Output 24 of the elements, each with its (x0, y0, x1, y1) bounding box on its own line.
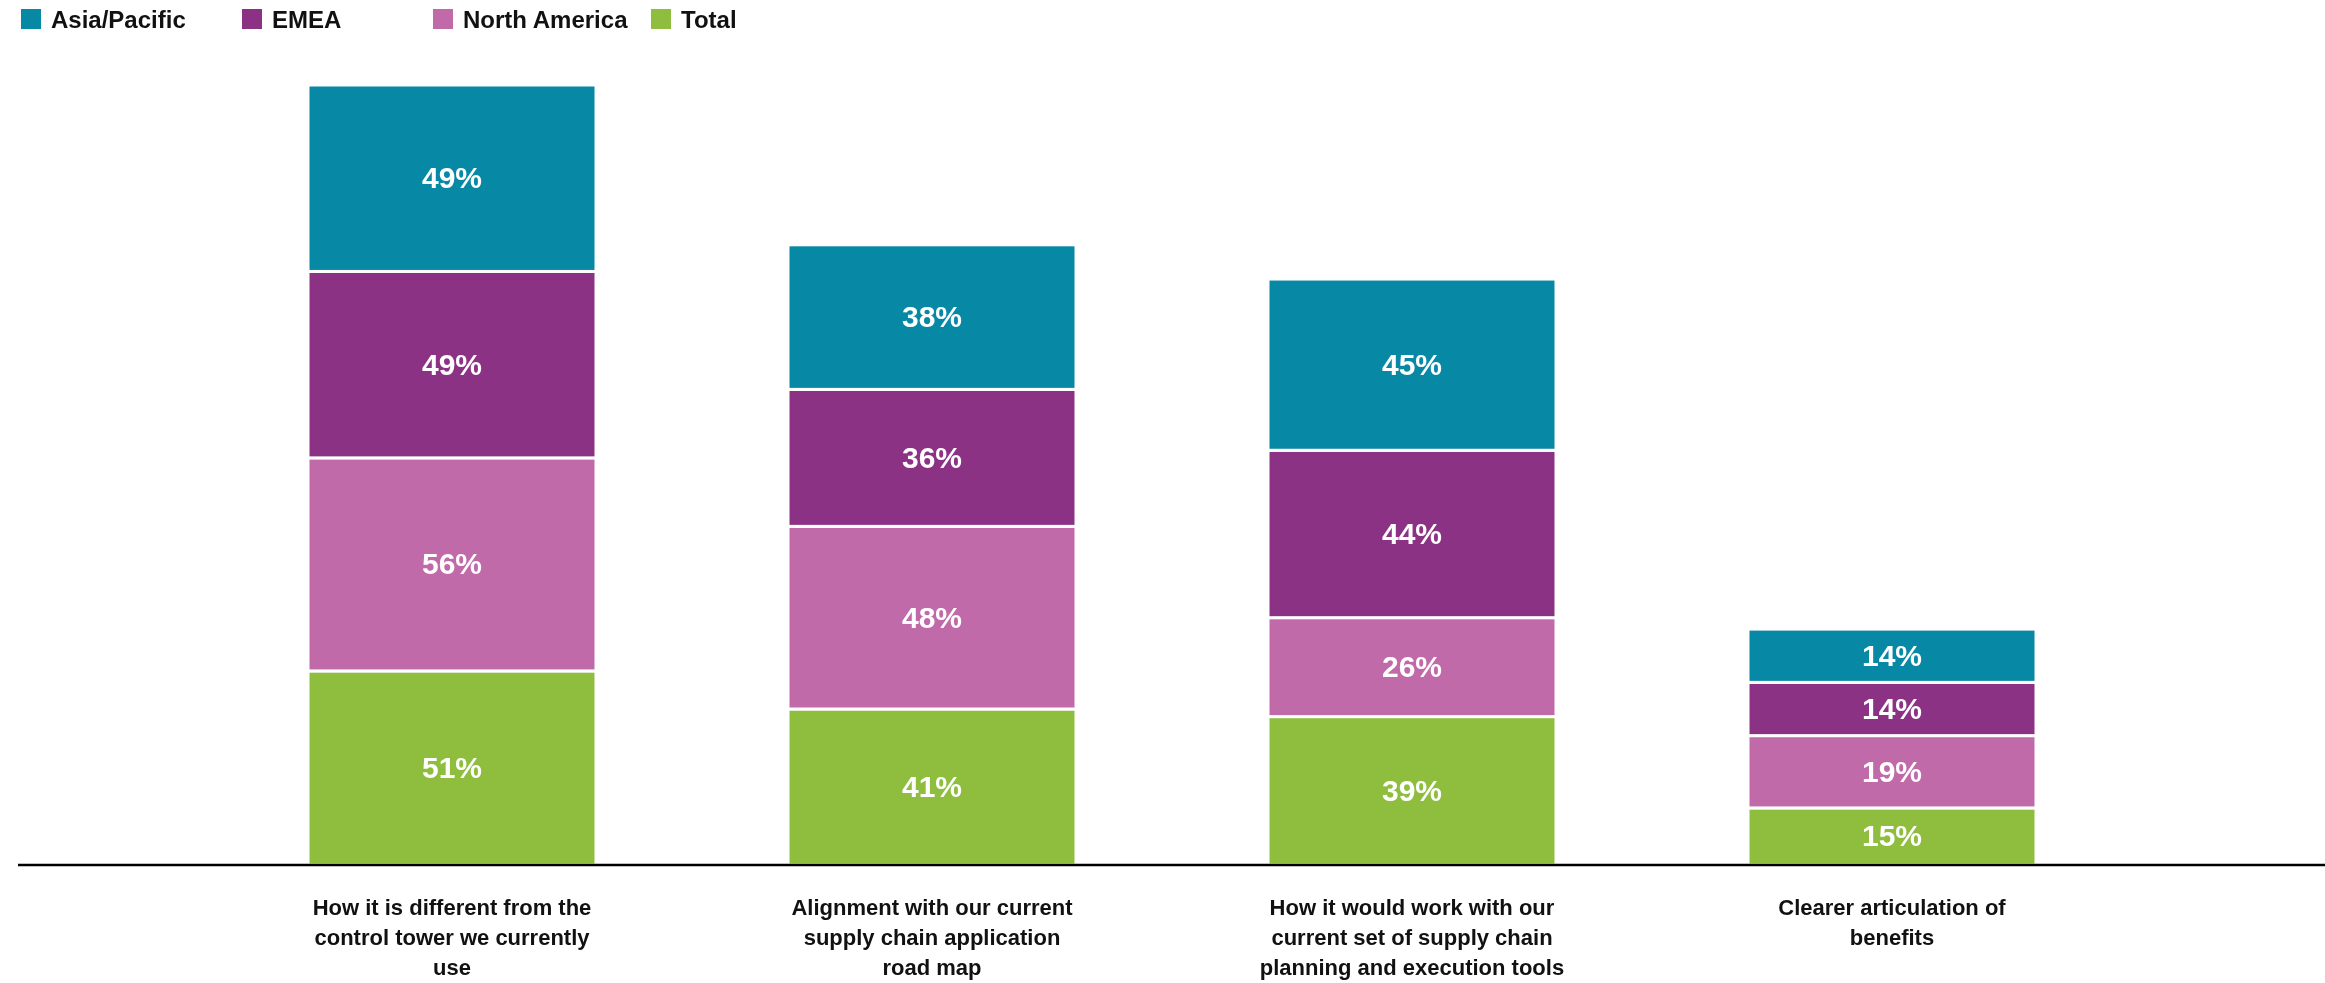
data-label: 15% (1861, 819, 1923, 853)
x-tick-label: How it is different from the control tower we currently use (312, 895, 592, 980)
data-label: 51% (421, 750, 483, 784)
data-label: 49% (421, 347, 483, 381)
x-tick-label: How it would work with our current set of supply chain planning and execution tools (1259, 895, 1565, 980)
legend-label: Asia/Pacific (51, 6, 186, 33)
data-label: 36% (901, 440, 963, 474)
data-label: 14% (1861, 638, 1923, 672)
data-label: 41% (901, 770, 963, 803)
data-label: 26% (1381, 650, 1443, 684)
data-label: 38% (901, 300, 963, 334)
x-tick-label: Alignment with our current supply chain application road map (791, 895, 1074, 980)
x-tick-label: Clearer articulation of benefits (1778, 895, 2007, 950)
legend-label: EMEA (272, 6, 342, 33)
data-label: 49% (421, 161, 483, 195)
data-label: 19% (1861, 754, 1923, 788)
legend-label: North America (463, 6, 629, 33)
legend-label: Total (681, 6, 737, 33)
data-label: 39% (1381, 773, 1443, 807)
data-label: 45% (1381, 347, 1443, 381)
data-label: 48% (901, 600, 963, 634)
data-label: 14% (1861, 692, 1923, 725)
data-label: 44% (1381, 516, 1443, 550)
data-label: 56% (421, 547, 483, 581)
